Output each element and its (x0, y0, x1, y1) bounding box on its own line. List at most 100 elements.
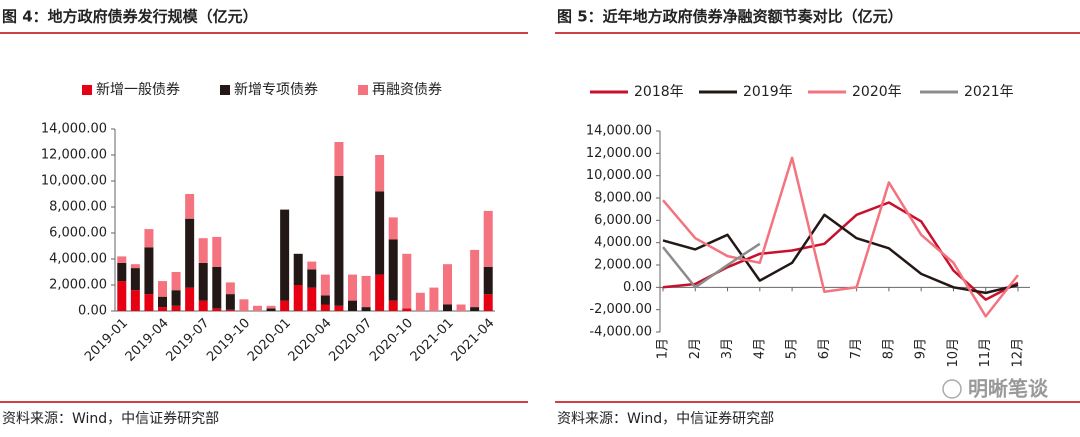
y-tick-label: 0.00 (623, 280, 652, 295)
bar-segment (212, 308, 222, 311)
bar-segment (348, 274, 357, 301)
bar-segment (212, 236, 222, 267)
bar-segment (388, 217, 398, 240)
x-tick-label: 8月 (881, 338, 896, 359)
legend-swatch (358, 85, 368, 95)
y-tick-label: 6,000.00 (594, 213, 652, 228)
x-tick-label: 4月 (752, 338, 767, 359)
bar-segment (402, 253, 412, 309)
bar-segment (320, 295, 330, 305)
bar-segment (415, 292, 425, 311)
bar-segment (225, 294, 235, 310)
line-series (662, 213, 1019, 295)
y-tick-label: 8,000.00 (594, 191, 652, 206)
y-tick-label: 8,000.00 (49, 200, 107, 215)
legend-swatch (220, 85, 230, 95)
bar-segment (334, 142, 344, 176)
y-tick-label: 10,000.00 (41, 174, 107, 189)
bar-segment (117, 262, 127, 282)
x-tick-label: 2019-07 (163, 316, 212, 365)
legend-swatch (82, 85, 92, 95)
bar-segment (280, 300, 290, 311)
bar-segment (198, 262, 208, 301)
y-tick-label: 14,000.00 (41, 122, 107, 137)
source: 资料来源：Wind，中信证券研究部 (2, 411, 219, 427)
bar-segment (293, 253, 303, 285)
y-tick-label: 12,000.00 (41, 148, 107, 163)
bar-segment (266, 308, 276, 311)
x-tick-label: 2020-01 (245, 316, 294, 365)
legend-label: 新增专项债券 (234, 82, 318, 98)
bar-segment (307, 287, 317, 311)
chart-title: 图 5：近年地方政府债券净融资额节奏对比（亿元） (557, 8, 903, 26)
bar-segment (185, 218, 195, 288)
bar-segment (348, 300, 357, 311)
y-tick-label: 4,000.00 (594, 235, 652, 250)
legend-label: 2019年 (743, 84, 793, 100)
bar-segment (456, 304, 466, 311)
bar-segment (483, 266, 493, 295)
bar-segment (117, 281, 127, 311)
legend-label: 新增一般债券 (96, 82, 180, 98)
x-tick-label: 5月 (785, 338, 800, 359)
bar-segment (483, 210, 493, 267)
bar-segment (225, 309, 235, 311)
bar-segment (334, 305, 344, 311)
bar-segment (388, 239, 398, 301)
x-tick-label: 2019-01 (82, 316, 131, 365)
chart-title: 图 4：地方政府债券发行规模（亿元） (2, 8, 258, 26)
bar-segment (334, 175, 344, 306)
bar-segment (130, 290, 140, 311)
x-tick-label: 9月 (914, 338, 929, 359)
bar-segment (158, 281, 167, 297)
bar-segment (266, 305, 276, 309)
x-tick-label: 2019-04 (123, 316, 172, 365)
bar-segment (171, 305, 181, 311)
watermark-icon (942, 379, 962, 399)
bar-segment (158, 296, 167, 308)
x-tick-label: 2020-07 (326, 316, 375, 365)
x-tick-label: 10月 (946, 338, 961, 368)
bar-segment (470, 307, 480, 311)
x-tick-label: 2021-04 (448, 316, 497, 365)
bar-segment (443, 304, 452, 311)
bar-segment (375, 155, 385, 192)
bar-segment (130, 268, 140, 291)
legend-label: 2018年 (634, 84, 684, 100)
bar-segment (375, 274, 385, 311)
bar-segment (307, 269, 317, 288)
bar-segment (144, 247, 154, 295)
bar-segment (212, 266, 222, 309)
x-tick-label: 3月 (720, 338, 735, 359)
bar-segment (388, 300, 398, 311)
y-tick-label: 4,000.00 (49, 252, 107, 267)
bar-segment (375, 191, 385, 275)
bar-segment (144, 229, 154, 248)
legend-label: 再融资债券 (372, 82, 442, 98)
line-series (662, 156, 1019, 318)
bar-segment (483, 294, 493, 311)
bar-segment (130, 264, 140, 269)
legend-label: 2020年 (852, 84, 902, 100)
bar-segment (320, 274, 330, 296)
bar-segment (253, 305, 262, 311)
bar-segment (171, 272, 181, 291)
bar-segment (320, 304, 330, 311)
bar-segment (429, 287, 439, 311)
x-tick-label: 2021-01 (408, 316, 457, 365)
bar-segment (361, 307, 371, 311)
bar-segment (185, 194, 195, 219)
bar-segment (307, 261, 317, 270)
bar-segment (185, 287, 195, 311)
y-tick-label: 14,000.00 (586, 124, 652, 139)
bar-segment (198, 300, 208, 311)
y-tick-label: 0.00 (78, 304, 107, 319)
x-tick-label: 11月 (978, 338, 993, 368)
bar-segment (158, 307, 167, 311)
x-tick-label: 1月 (656, 338, 671, 359)
bar-segment (361, 275, 371, 308)
bar-segment (280, 209, 290, 301)
x-tick-label: 2020-10 (367, 316, 416, 365)
watermark: 明晰笔谈 (968, 377, 1049, 401)
